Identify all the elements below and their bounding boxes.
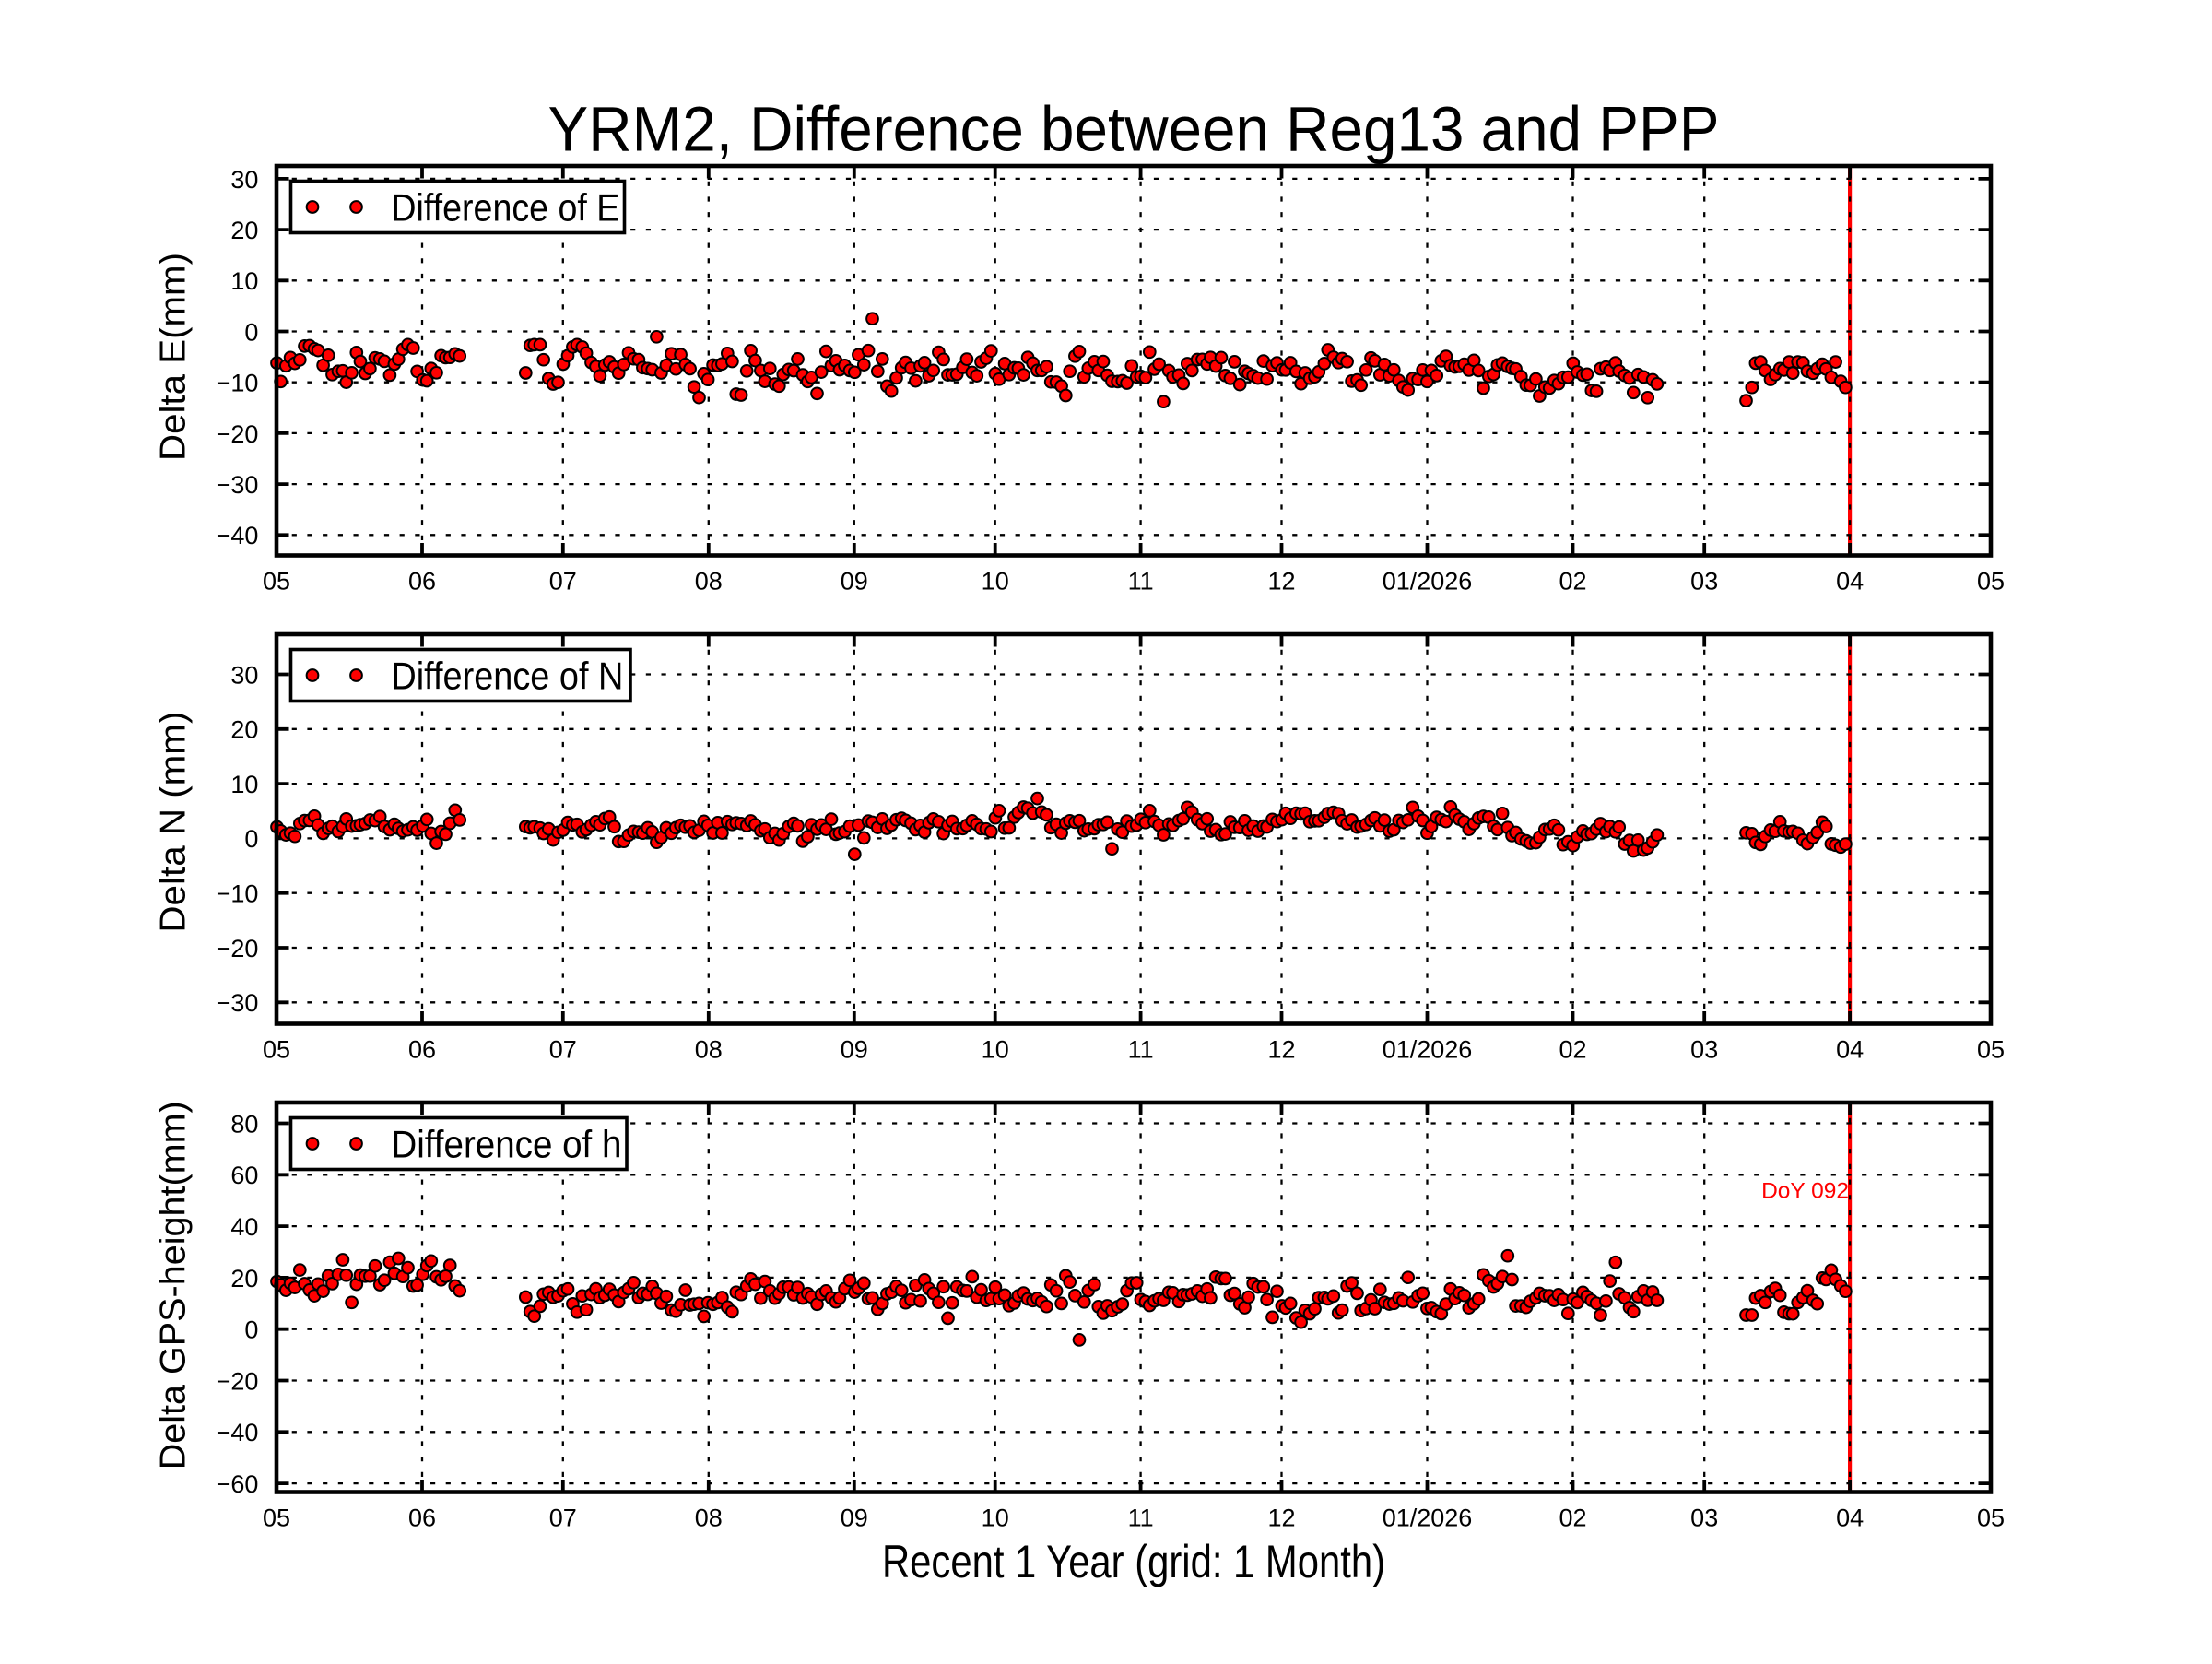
svg-text:05: 05 [1977,1035,2005,1063]
svg-text:Delta E(mm): Delta E(mm) [154,253,194,461]
svg-text:01/2026: 01/2026 [1382,1504,1473,1531]
svg-text:10: 10 [230,267,258,295]
svg-text:11: 11 [1128,1504,1154,1531]
svg-text:Difference of E: Difference of E [391,186,619,230]
svg-text:04: 04 [1836,567,1864,595]
svg-text:−20: −20 [217,935,259,962]
svg-text:−10: −10 [217,370,259,397]
svg-text:−40: −40 [217,1419,259,1446]
svg-text:40: 40 [230,1213,258,1241]
svg-text:03: 03 [1690,1504,1718,1531]
svg-text:05: 05 [1977,567,2005,595]
svg-text:Difference of N: Difference of N [391,655,623,698]
svg-text:05: 05 [263,567,290,595]
svg-text:0: 0 [244,825,258,853]
svg-text:02: 02 [1559,567,1586,595]
svg-text:YRM2, Difference between Reg13: YRM2, Difference between Reg13 and PPP [548,94,1720,165]
svg-text:20: 20 [230,1265,258,1292]
svg-text:20: 20 [230,217,258,244]
svg-text:03: 03 [1690,567,1718,595]
svg-text:30: 30 [230,166,258,194]
svg-text:08: 08 [695,567,723,595]
svg-text:02: 02 [1559,1504,1586,1531]
svg-text:05: 05 [1977,1504,2005,1531]
svg-text:−30: −30 [217,471,259,499]
svg-text:60: 60 [230,1162,258,1189]
svg-text:04: 04 [1836,1035,1864,1063]
svg-text:09: 09 [841,1035,868,1063]
svg-text:−20: −20 [217,1367,259,1395]
svg-text:11: 11 [1128,1035,1154,1063]
svg-text:20: 20 [230,716,258,744]
svg-text:12: 12 [1267,567,1295,595]
svg-text:07: 07 [549,1035,577,1063]
svg-text:05: 05 [263,1035,290,1063]
svg-text:10: 10 [230,771,258,798]
svg-text:01/2026: 01/2026 [1382,567,1473,595]
svg-text:01/2026: 01/2026 [1382,1035,1473,1063]
svg-text:−40: −40 [217,522,259,549]
svg-text:−10: −10 [217,880,259,908]
svg-text:09: 09 [841,1504,868,1531]
svg-text:07: 07 [549,1504,577,1531]
svg-text:12: 12 [1267,1504,1295,1531]
svg-text:07: 07 [549,567,577,595]
svg-text:Delta N (mm): Delta N (mm) [154,712,194,933]
svg-text:12: 12 [1267,1035,1295,1063]
svg-text:80: 80 [230,1110,258,1138]
svg-text:0: 0 [244,318,258,346]
svg-text:DoY 092: DoY 092 [1761,1178,1849,1203]
svg-text:08: 08 [695,1504,723,1531]
svg-text:02: 02 [1559,1035,1586,1063]
svg-text:05: 05 [263,1504,290,1531]
svg-text:06: 06 [408,567,436,595]
svg-text:10: 10 [982,1504,1009,1531]
svg-text:Delta GPS-height(mm): Delta GPS-height(mm) [154,1101,194,1469]
svg-text:06: 06 [408,1504,436,1531]
svg-text:30: 30 [230,661,258,689]
svg-text:04: 04 [1836,1504,1864,1531]
svg-text:11: 11 [1128,567,1154,595]
svg-text:−30: −30 [217,989,259,1017]
svg-text:08: 08 [695,1035,723,1063]
svg-text:−20: −20 [217,420,259,448]
svg-text:−60: −60 [217,1470,259,1498]
svg-text:Difference of h: Difference of h [391,1123,621,1166]
svg-text:Recent 1 Year (grid: 1 Month): Recent 1 Year (grid: 1 Month) [882,1536,1385,1587]
svg-text:0: 0 [244,1316,258,1344]
svg-text:10: 10 [982,1035,1009,1063]
svg-text:06: 06 [408,1035,436,1063]
svg-text:09: 09 [841,567,868,595]
svg-text:03: 03 [1690,1035,1718,1063]
svg-text:10: 10 [982,567,1009,595]
